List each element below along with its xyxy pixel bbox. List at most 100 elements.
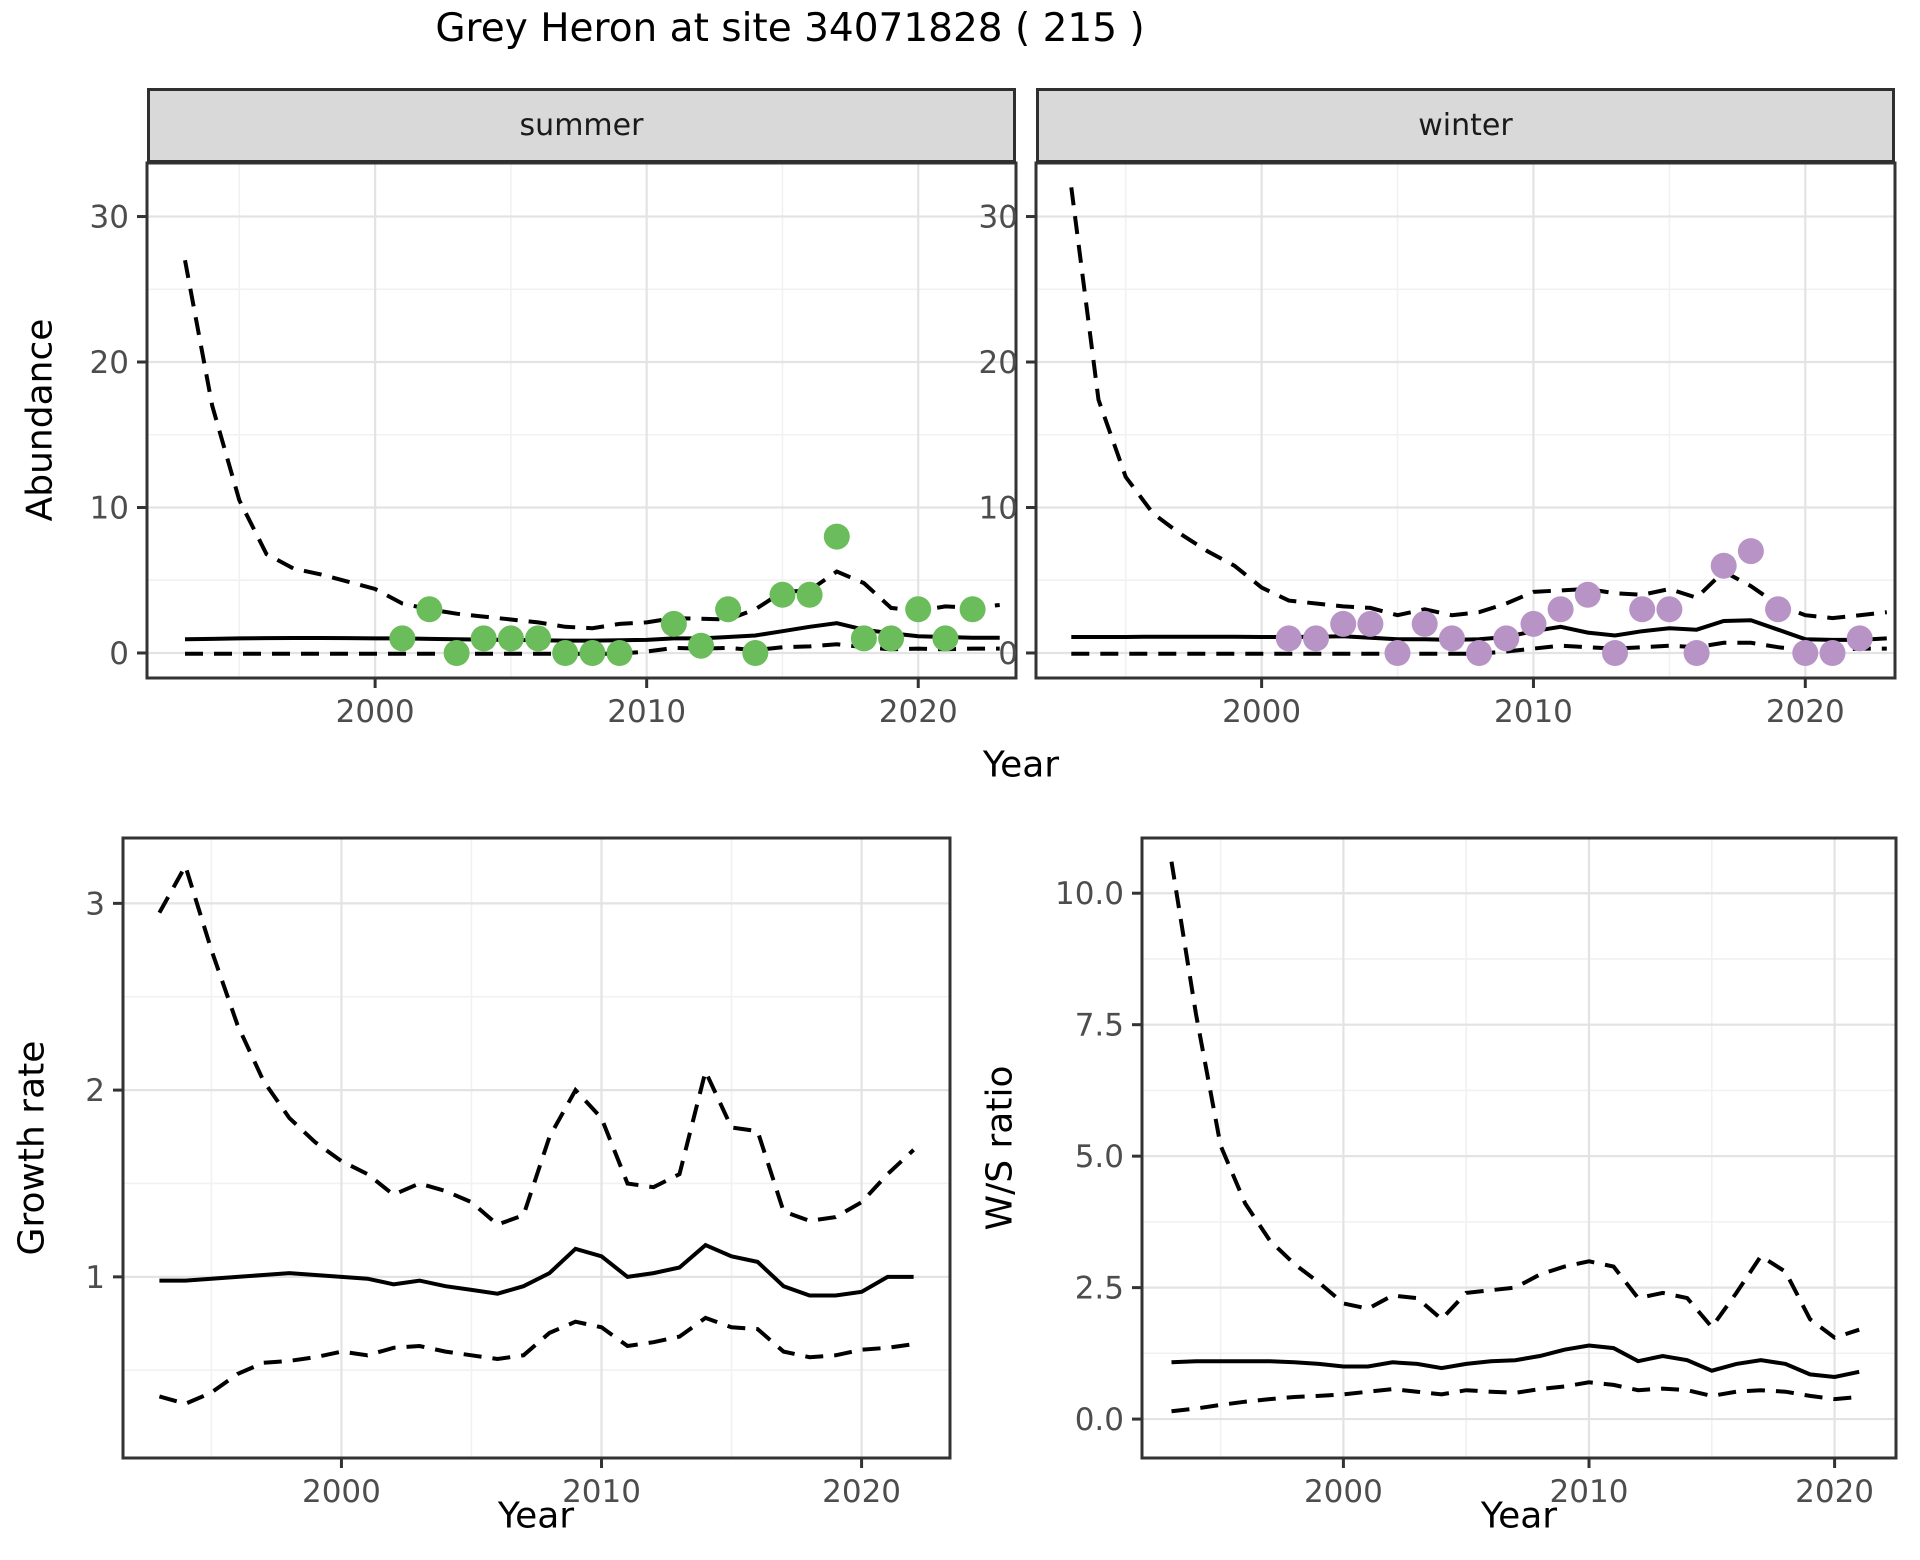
panel-summer-series [183, 259, 1000, 666]
data-point [1792, 640, 1819, 666]
data-point [1411, 610, 1438, 637]
panel-summer-border [145, 161, 1018, 680]
panel-summer-gridlines [147, 163, 1016, 678]
data-point [497, 625, 524, 652]
panel-winter-series [1069, 187, 1888, 666]
tick-label: 20 [90, 345, 129, 381]
tick-label: 30 [979, 200, 1018, 236]
tick-label: 0 [998, 636, 1018, 672]
fit-line [159, 1242, 914, 1298]
tick-label: 2010 [562, 1474, 641, 1510]
data-point [1520, 610, 1547, 637]
data-point [1710, 552, 1737, 579]
data-point [552, 640, 579, 666]
data-point [1602, 640, 1628, 666]
data-point [823, 523, 850, 550]
tick-label: 2000 [1222, 694, 1301, 730]
data-point [1466, 640, 1493, 666]
data-point [1438, 625, 1465, 652]
panel-growth-axes: 2000 2010 2020 1 2 3 [85, 886, 901, 1510]
data-point [416, 596, 443, 623]
tick-label: 2010 [1550, 1474, 1629, 1510]
panel-winter: 2000 2010 2020 0 10 20 30 [979, 161, 1897, 730]
panel-ws-axes: 2000 2010 2020 0.0 2.5 5.0 7.5 10.0 [1055, 876, 1874, 1510]
facet-strip-summer: summer [147, 88, 1016, 163]
data-point [1547, 596, 1574, 623]
tick-label: 2 [85, 1073, 105, 1109]
tick-label: 2020 [879, 694, 958, 730]
data-point [606, 640, 633, 666]
fit-line [1071, 618, 1887, 642]
y-axis-title-ws-ratio: W/S ratio [979, 1065, 1021, 1231]
data-point [1765, 596, 1792, 623]
facet-strip-summer-label: summer [519, 108, 644, 143]
tick-label: 10.0 [1055, 876, 1124, 912]
facet-strip-winter: winter [1036, 88, 1895, 163]
data-point [878, 625, 905, 652]
data-point [688, 632, 714, 659]
facet-strip-winter-label: winter [1418, 108, 1513, 143]
tick-label: 2020 [1766, 694, 1845, 730]
panel-ws-series [1169, 861, 1860, 1414]
data-point [1574, 581, 1601, 608]
panel-ws-border [1140, 836, 1898, 1460]
panel-ws: 2000 2010 2020 0.0 2.5 5.0 7.5 10.0 [1055, 836, 1898, 1510]
lower-ci-line [158, 1315, 914, 1406]
panel-growth-border [121, 836, 952, 1460]
tick-label: 3 [85, 886, 105, 922]
data-point [525, 625, 552, 652]
tick-label: 2000 [302, 1474, 381, 1510]
tick-label: 2010 [607, 694, 686, 730]
panel-winter-points [1275, 538, 1873, 666]
tick-label: 10 [979, 490, 1018, 526]
tick-label: 5.0 [1075, 1139, 1124, 1175]
data-point [932, 625, 959, 652]
data-point [660, 610, 687, 637]
x-axis-title-year-top: Year [982, 744, 1060, 786]
data-point [1357, 610, 1384, 637]
tick-label: 2000 [336, 694, 415, 730]
upper-ci-line [157, 860, 915, 1227]
tick-label: 2010 [1494, 694, 1573, 730]
y-axis-title-abundance: Abundance [19, 318, 61, 522]
panel-winter-border [1034, 161, 1897, 680]
page-title: Grey Heron at site 34071828 ( 215 ) [435, 6, 1145, 51]
x-axis-title-year-bottom-right: Year [1480, 1495, 1558, 1537]
tick-label: 1 [85, 1260, 105, 1296]
fit-line [1171, 1343, 1860, 1380]
data-point [905, 596, 932, 623]
data-point [443, 640, 470, 666]
tick-label: 2.5 [1075, 1271, 1124, 1307]
data-point [850, 625, 877, 652]
tick-label: 7.5 [1075, 1008, 1124, 1044]
data-point [1737, 538, 1764, 565]
upper-ci-line [1169, 861, 1860, 1340]
panel-growth: 2000 2010 2020 1 2 3 [85, 836, 952, 1510]
data-point [1275, 625, 1302, 652]
panel-winter-axes: 2000 2010 2020 0 10 20 30 [979, 200, 1845, 730]
upper-ci-line [183, 259, 1000, 631]
data-point [742, 640, 769, 666]
panel-summer-axes: 2000 2010 2020 0 10 20 30 [90, 200, 958, 730]
tick-label: 10 [90, 490, 129, 526]
tick-label: 0 [109, 636, 129, 672]
data-point [1330, 610, 1357, 637]
data-point [1384, 640, 1411, 666]
data-point [769, 581, 796, 608]
data-point [1493, 625, 1520, 652]
upper-ci-line [1069, 187, 1888, 621]
y-axis-title-growth-rate: Growth rate [11, 1040, 53, 1256]
data-point [1683, 640, 1710, 666]
data-point [1846, 625, 1873, 652]
data-point [796, 581, 823, 608]
panel-summer: 2000 2010 2020 0 10 20 30 [90, 161, 1018, 730]
data-point [1629, 596, 1656, 623]
data-point [1819, 640, 1846, 666]
data-point [715, 596, 742, 623]
tick-label: 2020 [1795, 1474, 1874, 1510]
data-point [1303, 625, 1329, 652]
tick-label: 2020 [822, 1474, 901, 1510]
panel-summer-points [389, 523, 986, 666]
